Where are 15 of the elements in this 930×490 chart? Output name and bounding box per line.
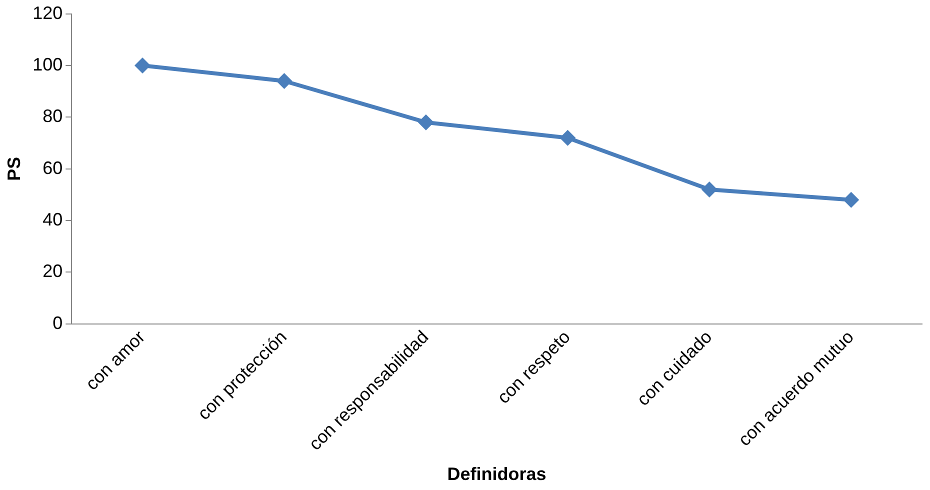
point [276, 72, 292, 89]
point [560, 130, 576, 146]
y-tick-label: 40 [42, 210, 63, 230]
y-tick-label: 80 [42, 106, 63, 126]
point [418, 114, 434, 130]
y-tick-label: 20 [42, 261, 63, 282]
y-tick-label: 0 [52, 312, 63, 333]
point [843, 192, 860, 208]
point [134, 57, 150, 74]
y-tick-label: 120 [32, 2, 63, 23]
y-tick-label: 100 [32, 54, 63, 74]
x-axis-title: Definidoras [447, 464, 546, 484]
y-tick-label: 60 [42, 158, 63, 178]
point [701, 182, 718, 198]
y-axis-title: PS [4, 156, 24, 181]
